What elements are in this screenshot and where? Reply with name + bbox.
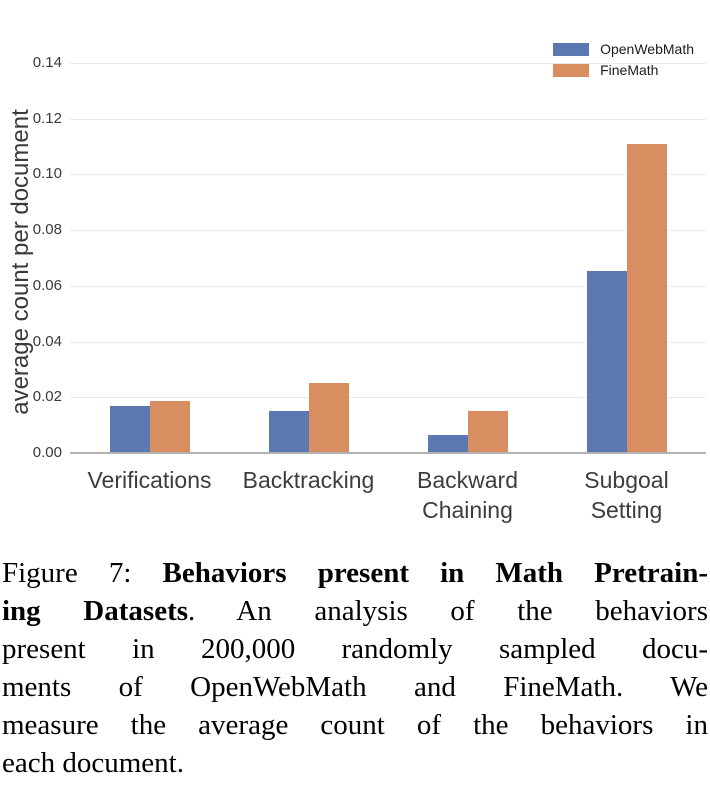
gridline	[70, 397, 706, 399]
legend-label: OpenWebMath	[600, 41, 694, 57]
y-tick-label: 0.14	[32, 54, 62, 71]
bar-openwebmath-4	[586, 270, 627, 453]
caption-text: present in 200,000 randomly sampled docu…	[2, 633, 708, 665]
figure-caption: Figure 7: Behaviors present in Math Pret…	[0, 554, 710, 782]
caption-line: ments of OpenWebMath and FineMath. We	[2, 668, 708, 706]
bar-finemath-4	[626, 143, 667, 453]
bar-openwebmath-1	[109, 405, 150, 453]
x-category-label: Subgoal Setting	[584, 467, 669, 523]
caption-text: measure the average count of the behavio…	[2, 709, 708, 741]
bar-finemath-1	[149, 401, 190, 453]
y-axis-label: average count per document	[7, 109, 34, 415]
bar-finemath-3	[467, 411, 508, 453]
y-tick-label: 0.12	[32, 109, 62, 127]
caption-text: . An analysis of the behaviors	[188, 595, 708, 627]
bar-openwebmath-3	[427, 434, 468, 453]
legend-swatch	[553, 42, 590, 56]
y-tick-label: 0.10	[32, 165, 62, 183]
gridline	[70, 285, 706, 287]
chart-legend: OpenWebMath FineMath	[553, 41, 694, 83]
legend-item-finemath: FineMath	[553, 62, 694, 78]
legend-item-openwebmath: OpenWebMath	[553, 41, 694, 57]
bar-openwebmath-2	[268, 411, 309, 453]
y-tick-label: 0.04	[32, 332, 62, 350]
x-category-label: Verifications	[87, 467, 212, 493]
gridline	[70, 341, 706, 343]
y-tick-label: 0.06	[32, 276, 62, 294]
gridline	[70, 174, 706, 176]
gridline	[70, 118, 706, 120]
y-tick-label: 0.00	[32, 444, 62, 461]
caption-line: each document.	[2, 744, 708, 782]
caption-line: measure the average count of the behavio…	[2, 706, 708, 744]
caption-bold-text: ing Datasets	[2, 595, 189, 627]
gridline	[70, 230, 706, 232]
x-category-label: Backward Chaining	[417, 467, 518, 523]
caption-line: Figure 7: Behaviors present in Math Pret…	[2, 554, 708, 592]
behaviors-bar-chart: average count per document 0.00 0.02 0.04 0…	[7, 41, 706, 523]
caption-line: ing Datasets. An analysis of the behavio…	[2, 592, 708, 630]
caption-text: each document.	[2, 747, 184, 779]
legend-label: FineMath	[600, 62, 659, 78]
caption-text: Figure 7:	[2, 557, 163, 589]
x-axis-line	[70, 452, 706, 454]
caption-text: ments of OpenWebMath and FineMath. We	[2, 671, 708, 703]
legend-swatch	[553, 63, 590, 77]
y-tick-label: 0.08	[32, 221, 62, 239]
caption-bold-text: Behaviors present in Math Pretrain-	[162, 557, 708, 589]
y-tick-label: 0.02	[32, 388, 62, 406]
gridline	[70, 63, 706, 64]
caption-line: present in 200,000 randomly sampled docu…	[2, 630, 708, 668]
x-category-label: Backtracking	[242, 467, 375, 493]
bar-finemath-2	[308, 383, 349, 453]
